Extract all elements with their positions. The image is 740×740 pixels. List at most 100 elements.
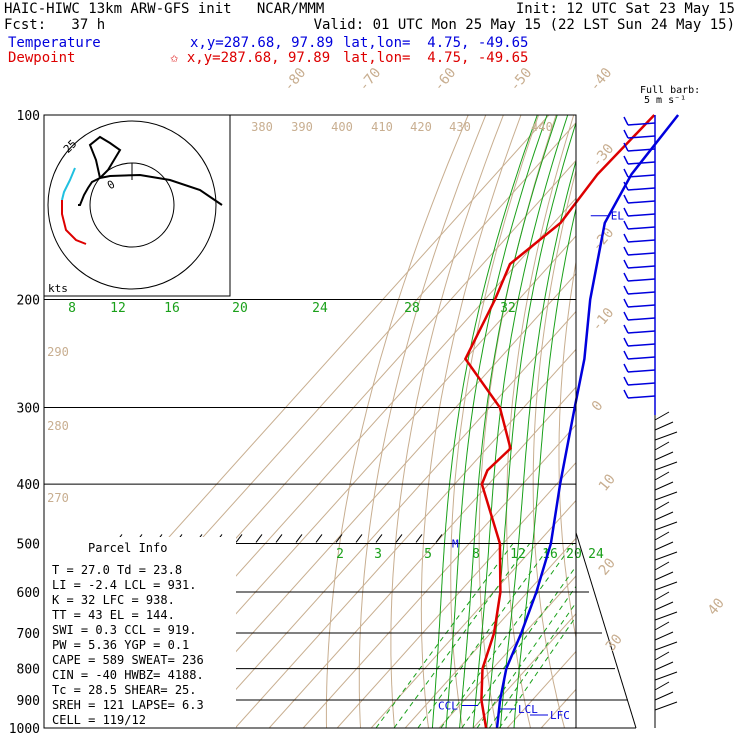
wind-barb-lower bbox=[654, 601, 674, 611]
wind-barb-flag bbox=[623, 272, 629, 282]
pressure-tick-label: 700 bbox=[17, 627, 40, 642]
wind-barb bbox=[627, 148, 656, 152]
lcl-label: LCL bbox=[518, 703, 538, 716]
wind-barb-flag bbox=[623, 116, 629, 126]
parcel-info-row: CIN = -40 HWBZ= 4188. bbox=[52, 668, 204, 682]
isotherm bbox=[370, 499, 576, 728]
dry-adiabat-label: 280 bbox=[47, 419, 69, 433]
dry-adiabats bbox=[325, 115, 735, 728]
dry-adiabat-label: 420 bbox=[410, 120, 432, 134]
wind-barb-lower bbox=[654, 491, 678, 501]
lfc-label: LFC bbox=[550, 709, 570, 722]
wind-barb bbox=[627, 317, 656, 321]
wind-barb-lower bbox=[654, 521, 678, 531]
legend-temperature: Temperature bbox=[8, 35, 101, 51]
pressure-tick-label: 100 bbox=[17, 109, 40, 124]
lower-right-boundary bbox=[575, 532, 637, 729]
dry-adiabat-label: 440 bbox=[531, 120, 553, 134]
temperature-tick-label: -10 bbox=[589, 305, 618, 335]
barb-legend-line2: 5 m s⁻¹ bbox=[644, 95, 686, 106]
pressure-tick-label: 600 bbox=[17, 586, 40, 601]
dry-adiabat-label: 270 bbox=[47, 491, 69, 505]
wind-barb-flag bbox=[623, 194, 629, 204]
wind-barb-lower bbox=[654, 421, 674, 431]
temperature-tick-label: 0 bbox=[589, 398, 607, 415]
parcel-info-title: Parcel Info bbox=[88, 541, 167, 555]
temperature-tick-label: -60 bbox=[431, 65, 460, 95]
wind-barb-lower bbox=[654, 621, 670, 631]
wind-barb-flag bbox=[623, 311, 629, 321]
wind-barb-lower bbox=[654, 571, 674, 581]
wind-barb-lower bbox=[654, 611, 678, 621]
wind-barb-flag bbox=[623, 233, 629, 243]
hatch-mark bbox=[435, 534, 443, 543]
dry-adiabat-label: 290 bbox=[47, 345, 69, 359]
pressure-tick-label: 900 bbox=[17, 694, 40, 709]
temperature-profile bbox=[495, 114, 680, 729]
mixing-ratio-lower-label: 2 bbox=[336, 547, 344, 562]
hatch-mark bbox=[395, 534, 403, 543]
wind-barb-lower bbox=[654, 691, 674, 701]
wind-barb-flag bbox=[623, 389, 629, 399]
temperature-tick-label: 10 bbox=[596, 471, 619, 494]
isotherm bbox=[268, 386, 576, 728]
dry-adiabat-label: 380 bbox=[251, 120, 273, 134]
wind-barb bbox=[627, 291, 656, 295]
hatch-mark bbox=[415, 534, 423, 543]
dry-adiabat bbox=[558, 259, 576, 641]
mixing-ratio-lower-label: 5 bbox=[424, 547, 432, 562]
temperature-isotherms bbox=[44, 115, 576, 728]
wind-barb-flag bbox=[623, 298, 629, 308]
parcel-info-row: SWI = 0.3 CCL = 919. bbox=[52, 623, 197, 637]
mixing-ratio-lower-label: 24 bbox=[588, 547, 604, 562]
wind-barb-flag bbox=[623, 155, 629, 165]
wind-barb-lower bbox=[654, 681, 670, 691]
hatch-mark bbox=[355, 534, 363, 543]
mixing-ratio-line bbox=[498, 615, 576, 728]
moist-adiabat bbox=[472, 115, 569, 728]
wind-barb-flag bbox=[623, 337, 629, 347]
mixing-ratio-upper-label: 28 bbox=[404, 301, 420, 316]
wind-barb-flag bbox=[623, 181, 629, 191]
wind-barb bbox=[627, 122, 656, 126]
dry-adiabat-label: 390 bbox=[291, 120, 313, 134]
wind-barb bbox=[627, 213, 656, 217]
dry-adiabat bbox=[420, 115, 522, 728]
wind-barb-flag bbox=[623, 363, 629, 373]
header-line1-left: HAIC-HIWC 13km ARW-GFS init NCAR/MMM bbox=[4, 1, 325, 17]
parcel-info-row: CAPE = 589 SWEAT= 236 bbox=[52, 653, 204, 667]
plot-frame bbox=[43, 114, 577, 729]
wind-barb-lower bbox=[654, 411, 670, 421]
wind-barb bbox=[627, 239, 656, 243]
mixing-ratio-upper-label: 16 bbox=[164, 301, 180, 316]
isotherm bbox=[574, 726, 576, 728]
wind-barb bbox=[627, 265, 656, 269]
temperature-xy: x,y=287.68, 97.89 bbox=[190, 35, 334, 51]
wind-barb-lower bbox=[654, 701, 678, 711]
wind-barb-lower bbox=[654, 441, 670, 451]
wind-barb-lower bbox=[654, 461, 678, 471]
wind-barb bbox=[627, 369, 656, 373]
mixing-ratio-line bbox=[476, 585, 576, 728]
mixing-ratio-upper-label: 8 bbox=[68, 301, 76, 316]
moist-adiabat bbox=[459, 115, 558, 728]
mixing-ratio-line bbox=[393, 543, 531, 728]
dry-adiabat bbox=[655, 115, 735, 728]
wind-barb-flag bbox=[623, 129, 629, 139]
wind-barb-flag bbox=[623, 376, 629, 386]
moist-adiabat bbox=[431, 115, 538, 728]
wind-barb-lower bbox=[654, 531, 670, 541]
pressure-tick-label: 500 bbox=[17, 537, 40, 552]
moist-adiabat bbox=[513, 206, 576, 728]
parcel-info-frame bbox=[44, 537, 236, 728]
wind-barb-lower bbox=[654, 661, 674, 671]
m-label: M bbox=[452, 537, 459, 550]
temperature-tick-label: -30 bbox=[589, 141, 618, 171]
wind-barb bbox=[627, 135, 656, 139]
mixing-ratio-upper-label: 32 bbox=[500, 301, 516, 316]
hodograph-trace-mid bbox=[78, 177, 101, 206]
isotherm bbox=[166, 273, 576, 728]
mixing-ratio-line bbox=[488, 601, 576, 728]
hodograph-ring-outer bbox=[47, 120, 217, 290]
